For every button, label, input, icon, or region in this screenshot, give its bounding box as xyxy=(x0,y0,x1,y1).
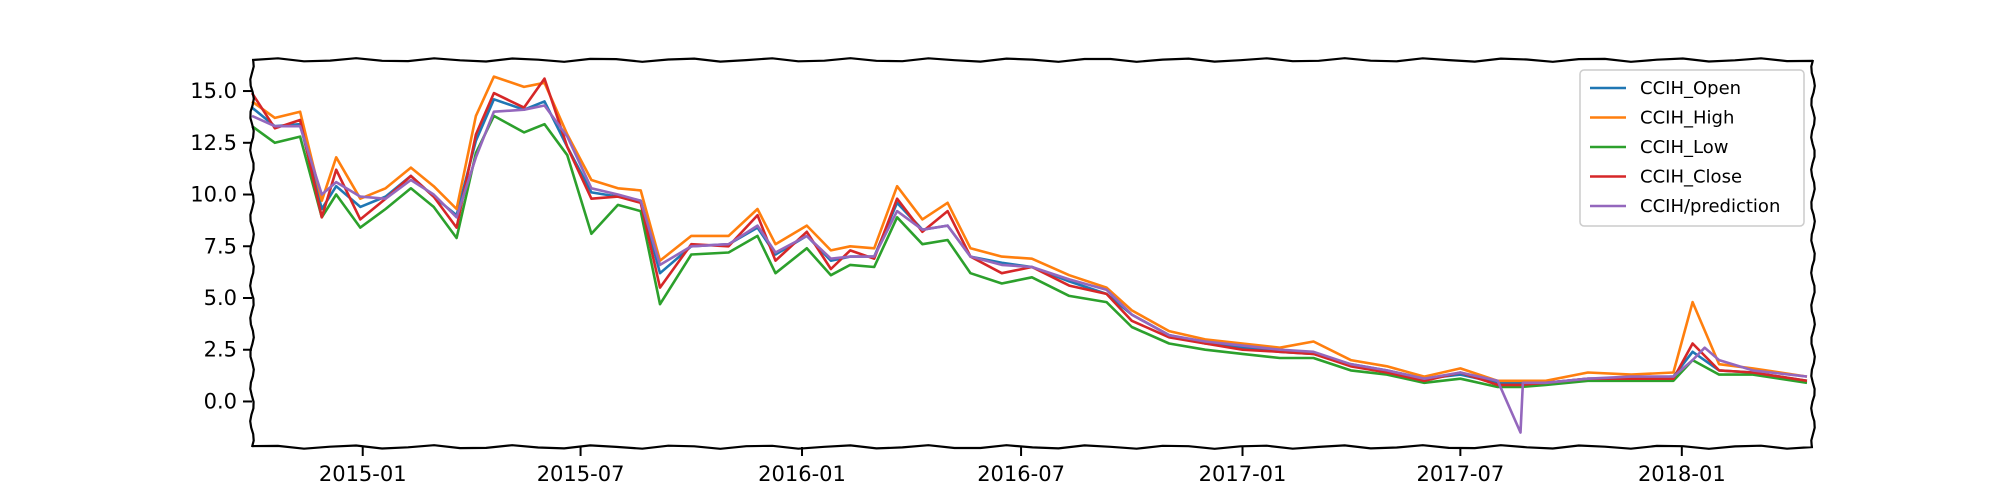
y-tick-label: 0.0 xyxy=(204,389,237,413)
x-tick-label: 2018-01 xyxy=(1638,462,1726,486)
y-axis: 0.0 2.5 5.0 7.5 10.0 12.5 15.0 xyxy=(190,79,252,413)
x-tick-label: 2015-07 xyxy=(537,462,625,486)
legend: CCIH_Open CCIH_High CCIH_Low CCIH_Close CCIH… xyxy=(1579,69,1805,227)
legend-label: CCIH_High xyxy=(1640,108,1734,129)
x-tick-label: 2017-07 xyxy=(1416,462,1504,486)
series-line-0 xyxy=(251,98,1808,385)
series-line-3 xyxy=(250,77,1808,387)
series-line-2 xyxy=(251,114,1808,389)
y-tick-label: 10.0 xyxy=(190,183,237,207)
axes-frame xyxy=(249,57,1816,450)
x-tick-label: 2016-07 xyxy=(977,462,1065,486)
y-tick-label: 2.5 xyxy=(204,338,237,362)
x-tick-label: 2015-01 xyxy=(319,462,407,486)
series-line-4 xyxy=(251,104,1808,434)
legend-box xyxy=(1579,69,1805,227)
y-tick-label: 15.0 xyxy=(190,79,237,103)
legend-label: CCIH_Low xyxy=(1640,137,1728,158)
legend-label: CCIH_Open xyxy=(1640,78,1741,99)
legend-label: CCIH/prediction xyxy=(1640,196,1780,217)
legend-label: CCIH_Close xyxy=(1640,167,1742,188)
y-tick-label: 7.5 xyxy=(204,234,237,258)
y-tick-label: 5.0 xyxy=(204,286,237,310)
y-tick-label: 12.5 xyxy=(190,131,237,155)
x-axis: 2015-01 2015-07 2016-01 2016-07 2017-01 2017-… xyxy=(319,447,1726,486)
series-layer xyxy=(250,75,1808,434)
x-tick-label: 2016-01 xyxy=(758,462,846,486)
x-tick-label: 2017-01 xyxy=(1199,462,1287,486)
